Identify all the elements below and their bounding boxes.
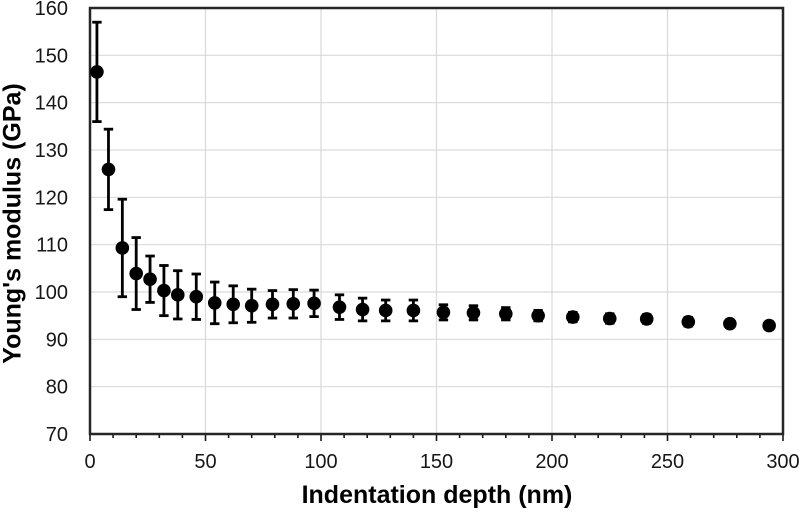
data-point-marker (378, 303, 393, 318)
y-tick-label: 80 (46, 377, 68, 399)
x-tick-label: 150 (420, 451, 453, 473)
y-tick-label: 70 (46, 424, 68, 446)
data-point-marker (602, 311, 617, 326)
x-tick-label: 50 (194, 451, 216, 473)
data-point-marker (170, 288, 185, 302)
y-tick-label: 150 (35, 45, 68, 67)
data-point-marker (723, 316, 737, 331)
data-point-marker (466, 306, 481, 320)
data-point-marker (244, 298, 259, 313)
data-point-marker (762, 318, 776, 333)
data-point-marker (226, 297, 241, 312)
data-point-marker (143, 272, 157, 287)
data-point-marker (307, 296, 321, 311)
y-tick-label: 130 (35, 140, 68, 162)
y-tick-label: 120 (35, 187, 68, 209)
data-point-marker (436, 305, 451, 320)
x-axis-title: Indentation depth (nm) (301, 481, 573, 509)
y-tick-label: 160 (35, 0, 68, 20)
data-point-marker (565, 310, 580, 324)
plot-border-layer (88, 6, 785, 436)
tick-label-layer: 70 80 90 100 110 120 130 140 150 160 0 50 100 150 200 2… (35, 0, 800, 473)
x-tick-label: 250 (651, 451, 684, 473)
grid-layer (90, 8, 783, 434)
data-point-marker (406, 303, 421, 318)
x-tick-label: 300 (766, 451, 799, 473)
y-tick-label: 140 (35, 93, 68, 115)
data-point-marker (286, 297, 301, 311)
data-point-marker (207, 296, 222, 310)
x-tick-label: 100 (304, 451, 337, 473)
data-point-marker (681, 315, 696, 329)
data-point-marker (101, 162, 116, 177)
y-tick-label: 110 (36, 235, 68, 257)
data-point-marker (189, 289, 204, 304)
data-point-marker (90, 65, 104, 79)
data-point-marker (332, 300, 347, 314)
data-point-marker (355, 302, 370, 317)
tick-layer (89, 434, 784, 441)
y-tick-label: 100 (35, 282, 68, 304)
data-point-marker (531, 308, 545, 323)
data-point-marker (265, 297, 280, 312)
data-point-marker (157, 283, 171, 298)
y-tick-label: 90 (46, 329, 68, 351)
data-point-marker (115, 241, 130, 255)
plot-border (88, 6, 785, 436)
data-layer (90, 20, 776, 333)
data-point-marker (639, 312, 654, 326)
data-point-marker (129, 266, 143, 281)
y-axis-title: Young's modulus (GPa) (0, 83, 27, 364)
x-tick-label: 200 (535, 451, 568, 473)
data-point-marker (499, 306, 513, 321)
x-tick-label: 0 (84, 451, 95, 473)
